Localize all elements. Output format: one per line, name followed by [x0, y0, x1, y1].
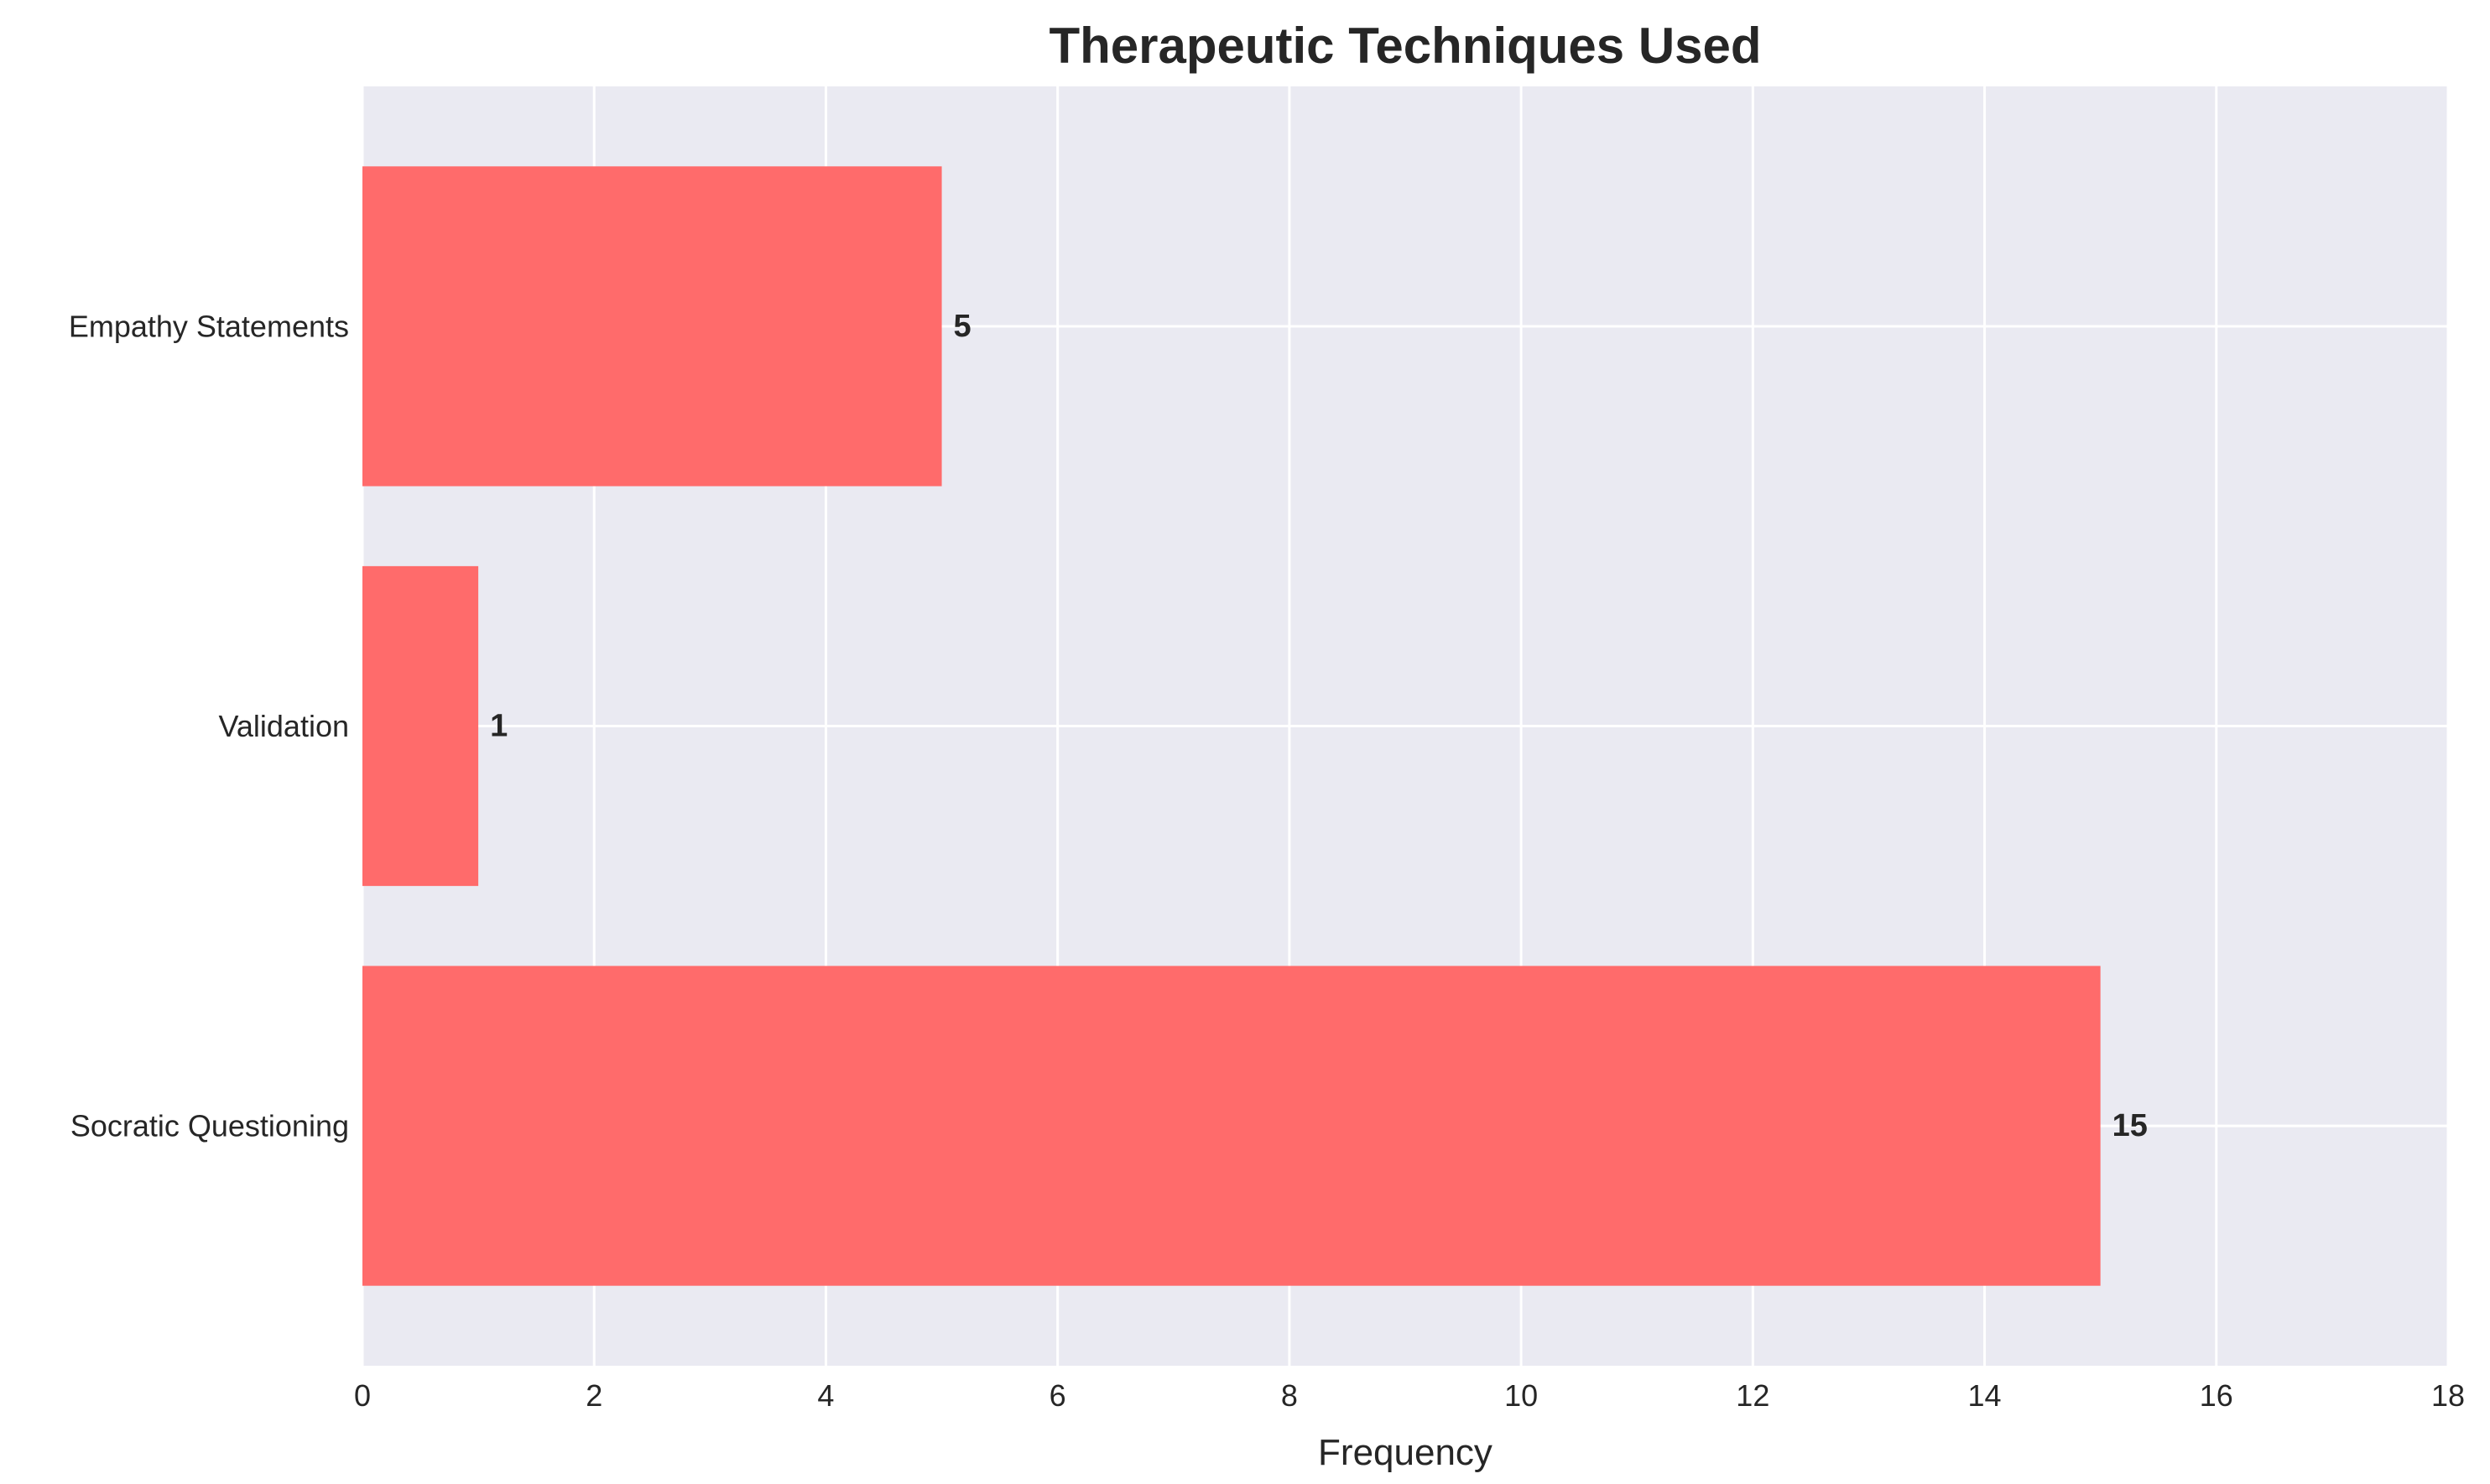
bar: [362, 966, 2101, 1286]
x-tick-label: 16: [2200, 1378, 2233, 1413]
x-tick-label: 8: [1281, 1378, 1298, 1413]
x-tick-label: 10: [1504, 1378, 1538, 1413]
x-tick-label: 0: [354, 1378, 371, 1413]
bar: [362, 166, 942, 487]
bar-value-label: 1: [490, 709, 508, 744]
bars: [362, 166, 2101, 1286]
y-tick-label: Validation: [219, 709, 349, 743]
x-tick-label: 14: [1968, 1378, 2002, 1413]
x-tick-label: 2: [586, 1378, 602, 1413]
y-axis-ticks: Socratic Questioning Validation Empathy St…: [69, 309, 349, 1143]
x-tick-label: 18: [2431, 1378, 2465, 1413]
x-tick-label: 6: [1050, 1378, 1066, 1413]
y-tick-label: Empathy Statements: [69, 309, 349, 343]
bar-value-label: 15: [2112, 1108, 2148, 1143]
bar: [362, 565, 479, 887]
x-tick-label: 12: [1736, 1378, 1769, 1413]
x-axis-ticks: 0 2 4 6 8 10 12 14 16 18: [354, 1378, 2465, 1413]
x-axis-title: Frequency: [1318, 1432, 1492, 1473]
bar-value-label: 5: [954, 309, 972, 344]
y-tick-label: Socratic Questioning: [70, 1109, 349, 1143]
chart-title: Therapeutic Techniques Used: [1049, 18, 1761, 74]
x-tick-label: 4: [817, 1378, 834, 1413]
